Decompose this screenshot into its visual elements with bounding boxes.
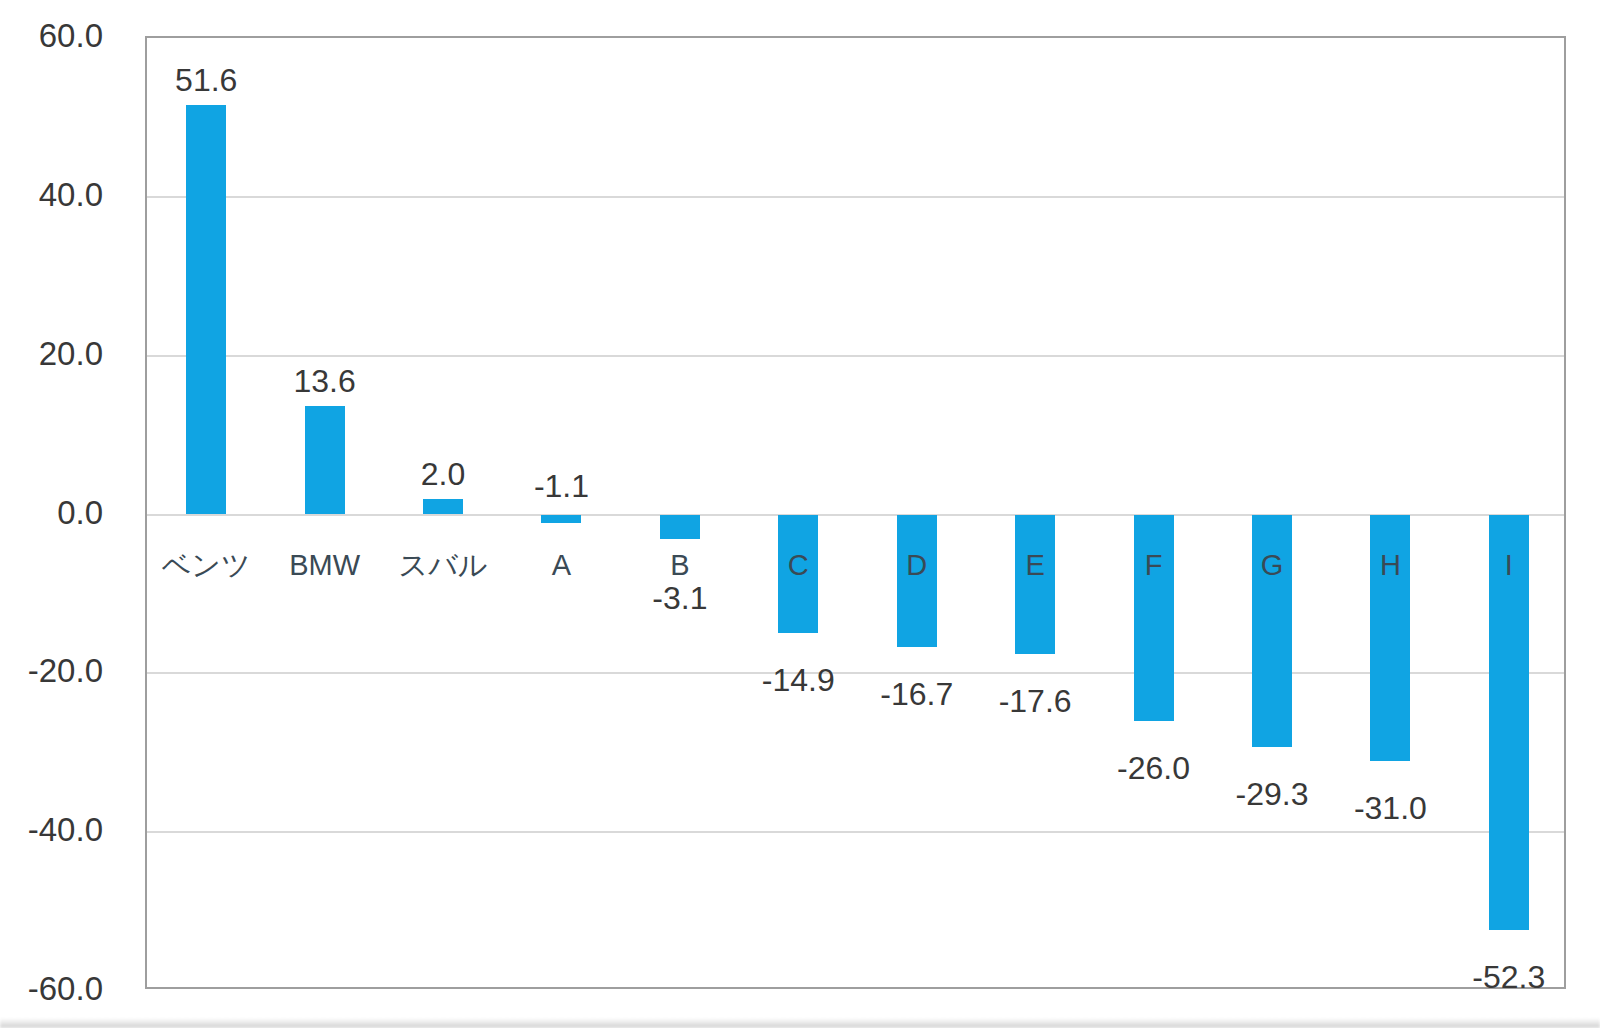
bar-ベンツ [186,105,226,515]
y-tick-label: 40.0 [0,177,103,213]
category-label: B [621,549,739,581]
category-label: E [976,549,1094,581]
y-tick-label: 0.0 [0,495,103,531]
value-label: -17.6 [955,684,1115,718]
gridline [147,355,1564,357]
gridline [147,831,1564,833]
y-tick-label: 20.0 [0,336,103,372]
bar-chart: 60.0 40.0 20.0 0.0 -20.0 -40.0 -60.0 ベンツ 51.6 BM… [0,0,1600,1028]
bar-A [541,515,581,524]
bar-スバル [423,499,463,515]
gridline [147,196,1564,198]
category-label: H [1331,549,1449,581]
category-label: F [1094,549,1212,581]
category-label: ベンツ [147,549,265,581]
bar-B [660,515,700,540]
bottom-edge-artifact [0,1018,1600,1028]
y-tick-label: -60.0 [0,971,103,1007]
value-label: -1.1 [481,469,641,503]
value-label: -3.1 [600,581,760,615]
category-label: I [1450,549,1568,581]
category-label: G [1213,549,1331,581]
value-label: 13.6 [245,364,405,398]
plot-area: ベンツ51.6BMW13.6スバル2.0A-1.1B-3.1C-14.9D-16… [145,36,1566,989]
value-label: -52.3 [1429,960,1589,994]
y-tick-label: 60.0 [0,18,103,54]
y-tick-label: -20.0 [0,653,103,689]
bar-F [1134,515,1174,721]
bar-D [897,515,937,648]
y-tick-label: -40.0 [0,812,103,848]
value-label: 51.6 [126,63,286,97]
gridline [147,514,1564,516]
category-label: D [858,549,976,581]
value-label: -31.0 [1310,791,1470,825]
bar-E [1015,515,1055,655]
bar-BMW [305,406,345,514]
category-label: BMW [265,549,383,581]
category-label: C [739,549,857,581]
category-label: A [502,549,620,581]
category-label: スバル [384,549,502,581]
